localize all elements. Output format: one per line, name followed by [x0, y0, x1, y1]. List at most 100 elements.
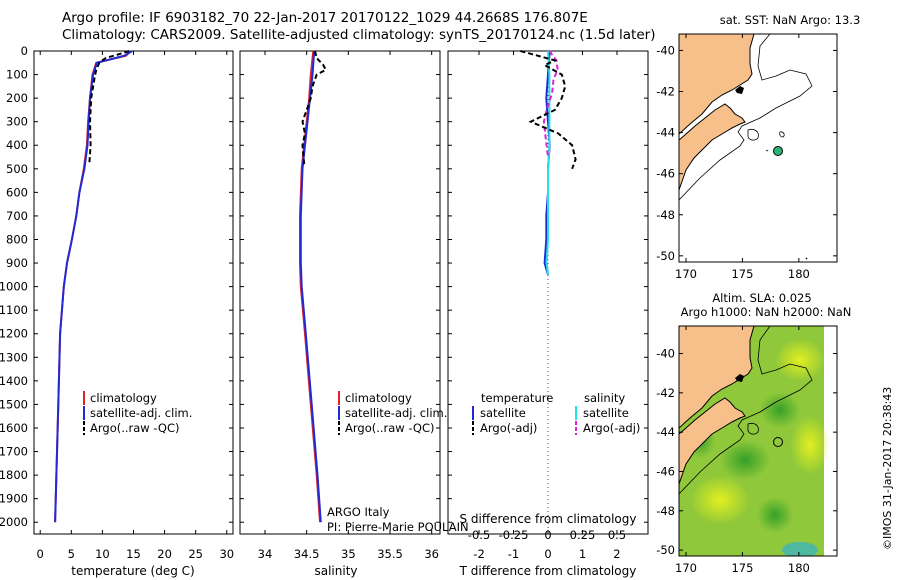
depth-tick-label: 2000 [0, 515, 28, 529]
salinity-legend: climatology satellite-adj. clim. Argo(..… [338, 391, 447, 435]
t-diff-argo-line [520, 50, 577, 170]
x-tick-label: 35 [341, 547, 356, 561]
x-top-tick-label: 0 [544, 528, 551, 542]
salinity-argo-line [301, 50, 328, 165]
temperature-climatology-line [54, 50, 132, 523]
map-lon-label: 170 [675, 561, 697, 575]
map-lat-label: -48 [656, 504, 675, 518]
x-tick-label: 15 [126, 547, 141, 561]
north-island-land [679, 326, 755, 429]
map-lat-label: -46 [656, 464, 675, 478]
depth-tick-label: 200 [6, 91, 28, 105]
legend-climatology: climatology [345, 391, 412, 405]
depth-tick-label: 1200 [0, 327, 28, 341]
depth-tick-label: 1500 [0, 397, 28, 411]
legend-t-argo: Argo(-adj) [480, 421, 537, 435]
s-diff-satellite-line [545, 50, 551, 275]
depth-tick-label: 500 [6, 162, 28, 176]
map-lon-label: 175 [731, 267, 753, 281]
x-top-tick-label: -0.25 [499, 528, 529, 542]
x-tick-label: 0 [544, 547, 551, 561]
temperature-xlabel: temperature (deg C) [71, 564, 194, 578]
depth-tick-label: 1900 [0, 492, 28, 506]
sla-map-title: Altim. SLA: 0.025 [712, 291, 811, 305]
x-tick-label: 34 [258, 547, 273, 561]
x-tick-label: 20 [157, 547, 172, 561]
pi-label: PI: Pierre-Marie POULAIN [327, 520, 469, 534]
legend-s-argo: Argo(-adj) [583, 421, 640, 435]
depth-tick-label: 0 [21, 44, 28, 58]
climatology-title: Climatology: CARS2009. Satellite-adjuste… [62, 27, 656, 43]
salinity-xlabel: salinity [314, 564, 357, 578]
salinity-satellite-line [299, 50, 322, 523]
north-island-land [679, 34, 755, 135]
depth-tick-label: 100 [6, 68, 28, 82]
legend-t-satellite: satellite [480, 406, 526, 420]
x-top-tick-label: -0.5 [468, 528, 490, 542]
depth-tick-label: 600 [6, 185, 28, 199]
x-tick-label: 25 [188, 547, 203, 561]
map-lat-label: -44 [656, 425, 675, 439]
sla-map-frame [678, 325, 838, 557]
map-lon-label: 180 [788, 267, 810, 281]
s-difference-xlabel: S difference from climatology [460, 512, 637, 526]
x-tick-label: -2 [473, 547, 484, 561]
s-diff-argo-line [542, 50, 559, 158]
x-tick-label: 34.5 [294, 547, 320, 561]
map-lat-label: -46 [656, 167, 675, 181]
x-tick-label: 36 [424, 547, 439, 561]
x-tick-label: 2 [613, 547, 620, 561]
south-island-land [679, 397, 746, 485]
institution-label: ARGO Italy [327, 505, 390, 519]
legend-temperature-header: temperature [481, 391, 553, 405]
map-lat-label: -42 [656, 386, 675, 400]
depth-tick-label: 1800 [0, 468, 28, 482]
legend-satellite: satellite-adj. clim. [90, 406, 192, 420]
map-lon-label: 170 [675, 267, 697, 281]
x-top-tick-label: 0.25 [570, 528, 596, 542]
depth-tick-label: 1300 [0, 350, 28, 364]
legend-satellite: satellite-adj. clim. [345, 406, 447, 420]
map-lon-label: 175 [731, 561, 753, 575]
x-tick-label: 30 [219, 547, 234, 561]
sst-map-frame [678, 33, 838, 263]
depth-tick-label: 700 [6, 209, 28, 223]
salinity-axes [239, 50, 441, 535]
depth-tick-label: 1700 [0, 445, 28, 459]
depth-tick-label: 1000 [0, 280, 28, 294]
x-tick-label: -1 [508, 547, 519, 561]
temperature-satellite-line [54, 50, 133, 523]
x-tick-label: 35.5 [377, 547, 403, 561]
x-tick-label: 0 [37, 547, 44, 561]
depth-tick-label: 800 [6, 232, 28, 246]
map-lat-label: -42 [656, 85, 675, 99]
shelf-contour [679, 34, 813, 201]
legend-argo: Argo(..raw -QC) [90, 421, 180, 435]
depth-tick-label: 1400 [0, 374, 28, 388]
x-tick-label: 5 [68, 547, 75, 561]
depth-tick-label: 900 [6, 256, 28, 270]
map-lat-label: -44 [656, 126, 675, 140]
map-lat-label: -50 [656, 543, 675, 557]
profile-title: Argo profile: IF 6903182_70 22-Jan-2017 … [62, 10, 588, 26]
x-tick-label: 10 [95, 547, 110, 561]
map-lon-label: 180 [788, 561, 810, 575]
sla-map-subtitle: Argo h1000: NaN h2000: NaN [681, 305, 852, 319]
sst-map-title: sat. SST: NaN Argo: 13.3 [720, 13, 861, 27]
map-lat-label: -48 [656, 208, 675, 222]
float-marker [773, 146, 783, 156]
depth-tick-label: 1100 [0, 303, 28, 317]
difference-legend: temperature satellite Argo(-adj) salinit… [472, 391, 640, 435]
map-lat-label: -50 [656, 249, 675, 263]
legend-salinity-header: salinity [584, 391, 625, 405]
depth-tick-label: 300 [6, 115, 28, 129]
map-lat-label: -40 [656, 43, 675, 57]
x-top-tick-label: 0.5 [608, 528, 626, 542]
sst-map [679, 34, 837, 262]
south-island-land [679, 103, 746, 191]
t-difference-xlabel: T difference from climatology [459, 564, 637, 578]
legend-climatology: climatology [90, 391, 157, 405]
sla-map [679, 326, 837, 556]
depth-tick-label: 1600 [0, 421, 28, 435]
